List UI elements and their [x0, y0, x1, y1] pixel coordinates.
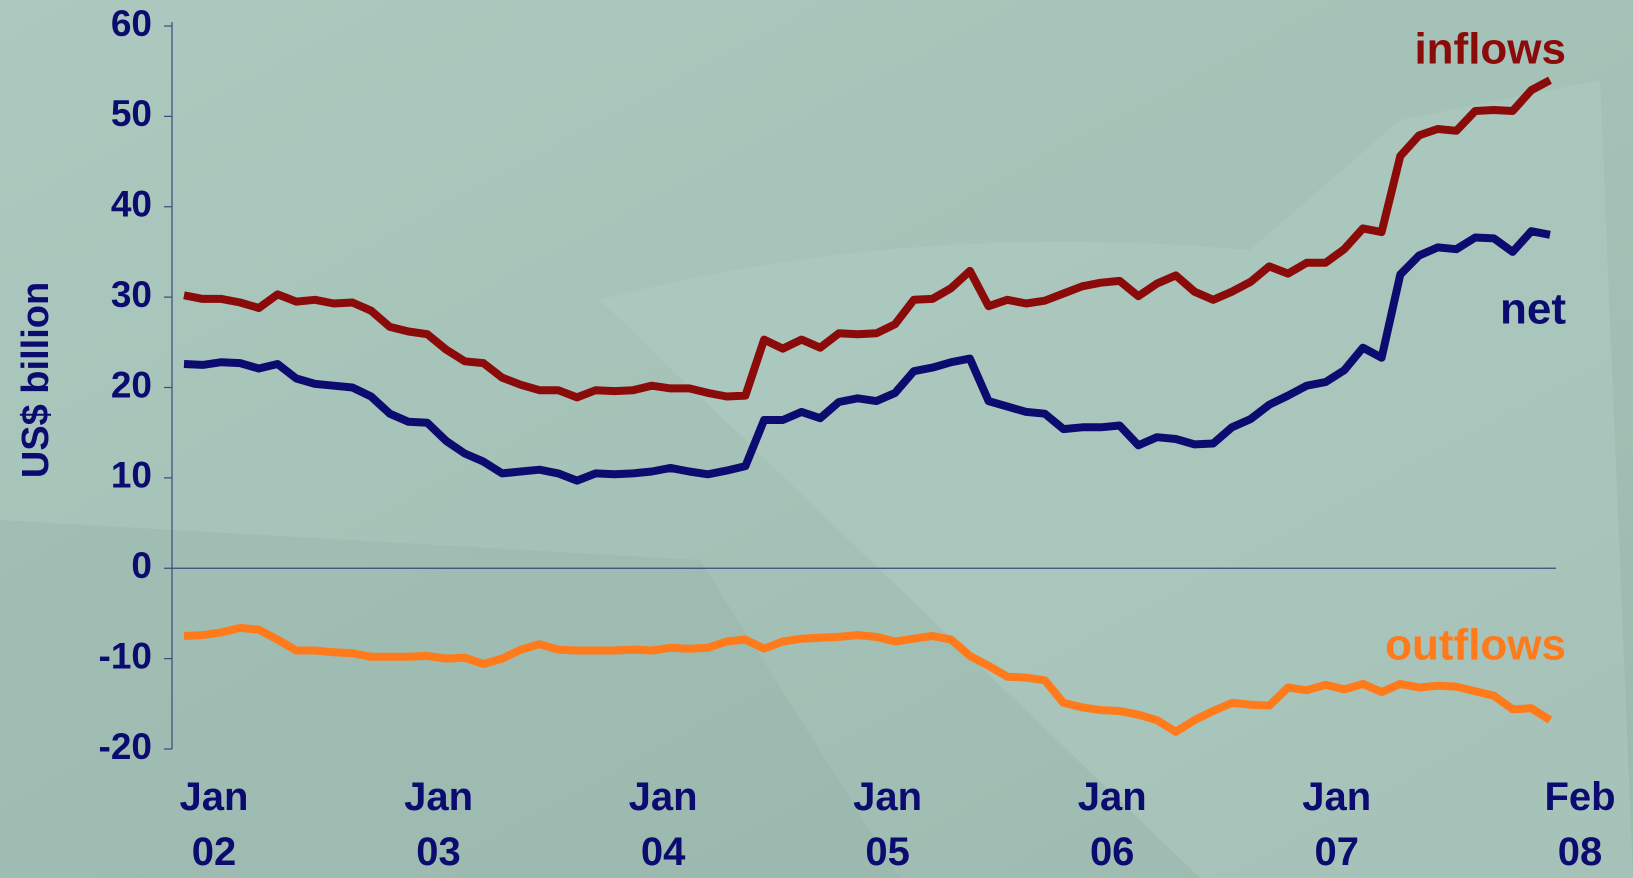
- page: {"chart_data": { "type": "line", "y_labe…: [0, 0, 1633, 878]
- y-tick-label: -10: [99, 635, 152, 676]
- y-tick-label: 10: [111, 455, 152, 496]
- series-label: inflows: [1414, 25, 1566, 74]
- y-axis-label: US$ billion: [15, 282, 57, 478]
- chart: US$ billion -20-100102030405060Jan02Jan0…: [0, 0, 1633, 878]
- y-tick-label: 30: [111, 274, 152, 315]
- y-tick-label: 50: [111, 93, 152, 134]
- series-label: net: [1500, 285, 1566, 334]
- y-tick-label: 60: [111, 3, 152, 44]
- y-tick-label: 0: [131, 545, 152, 586]
- y-tick-label: 40: [111, 184, 152, 225]
- y-tick-label: -20: [99, 726, 152, 767]
- y-tick-label: 20: [111, 364, 152, 405]
- series-label: outflows: [1385, 621, 1566, 670]
